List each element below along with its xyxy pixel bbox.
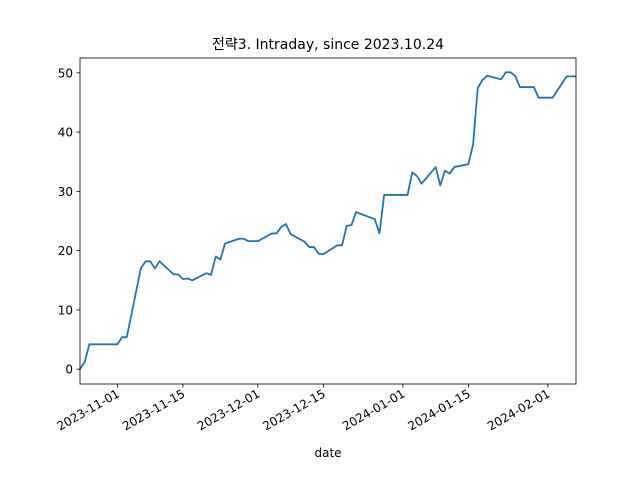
x-tick-label: 2024-02-01	[485, 386, 552, 433]
series-line	[79, 71, 576, 370]
y-tick-label: 20	[58, 244, 73, 258]
x-tick-label: 2024-01-01	[340, 386, 407, 433]
x-tick-label: 2023-11-15	[120, 386, 187, 433]
x-tick-label: 2023-11-01	[55, 386, 122, 433]
x-axis-label: date	[314, 446, 341, 460]
y-tick-label: 30	[58, 185, 73, 199]
x-tick-label: 2023-12-01	[195, 386, 262, 433]
y-tick-label: 40	[58, 126, 73, 140]
plot-frame	[79, 57, 577, 385]
y-tick-label: 50	[58, 66, 73, 80]
x-tick-label: 2023-12-15	[260, 386, 327, 433]
chart-title: 전략3. Intraday, since 2023.10.24	[212, 37, 444, 53]
x-tick-label: 2024-01-15	[405, 386, 472, 433]
y-tick-label: 10	[58, 303, 73, 317]
y-tick-label: 0	[65, 363, 73, 377]
